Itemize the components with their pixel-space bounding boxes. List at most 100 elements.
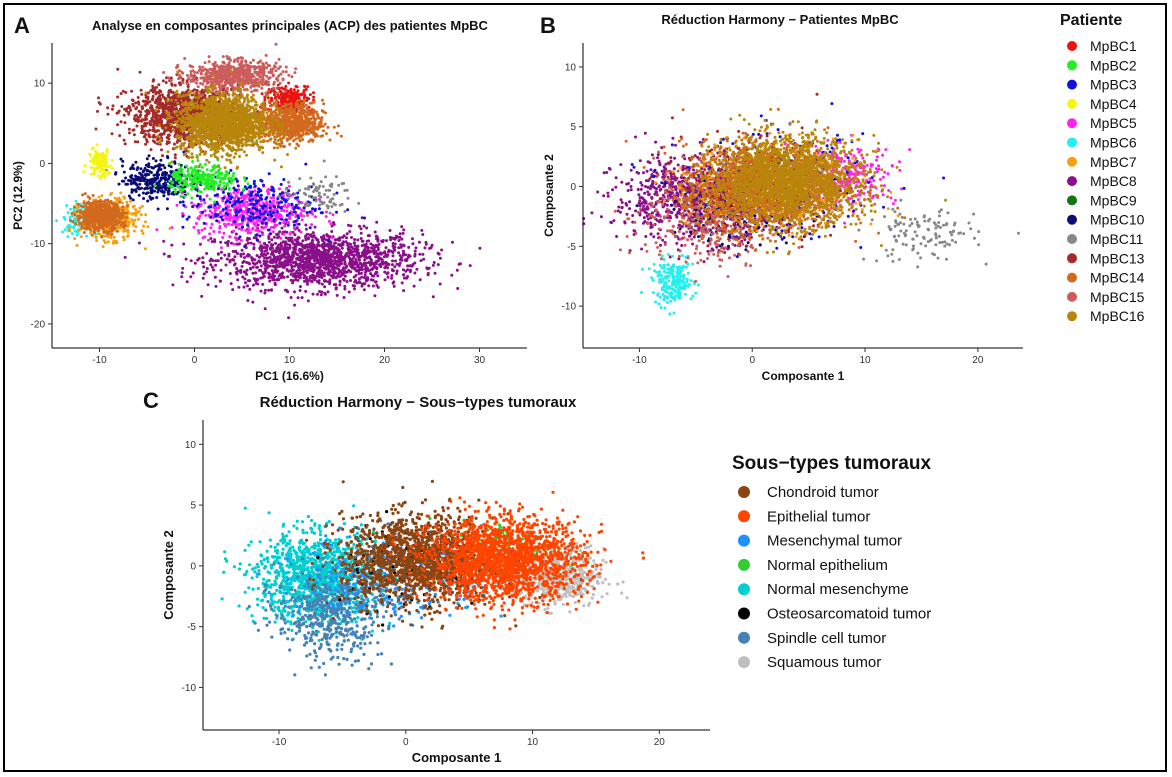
point xyxy=(154,178,157,182)
point xyxy=(151,177,155,181)
point xyxy=(82,201,86,205)
point xyxy=(236,278,240,282)
point xyxy=(336,254,340,258)
point xyxy=(233,236,237,240)
point xyxy=(164,176,168,180)
point xyxy=(304,260,308,264)
point xyxy=(295,85,299,89)
point xyxy=(220,172,224,175)
point xyxy=(289,269,293,272)
point xyxy=(146,191,150,195)
point xyxy=(83,216,87,220)
point xyxy=(255,208,259,212)
point xyxy=(221,190,225,194)
point xyxy=(214,212,217,216)
point xyxy=(123,255,127,259)
point xyxy=(291,97,295,101)
point xyxy=(165,207,169,211)
point xyxy=(269,232,272,236)
point xyxy=(353,284,357,288)
point xyxy=(304,238,308,242)
point xyxy=(306,85,310,89)
point xyxy=(348,230,352,233)
point xyxy=(200,228,204,232)
point xyxy=(256,190,260,194)
point xyxy=(284,187,288,191)
point xyxy=(248,287,252,291)
point xyxy=(235,238,239,242)
point xyxy=(276,257,280,261)
point xyxy=(342,296,346,299)
point xyxy=(225,257,229,261)
point xyxy=(421,233,425,236)
point xyxy=(101,203,105,207)
point xyxy=(310,255,314,259)
point xyxy=(203,187,207,191)
point xyxy=(121,89,125,93)
point xyxy=(407,245,411,249)
point xyxy=(151,166,155,170)
point xyxy=(104,223,108,227)
point xyxy=(292,88,296,92)
point xyxy=(409,268,413,272)
point xyxy=(304,162,308,166)
point xyxy=(384,246,388,250)
point xyxy=(297,236,301,240)
point xyxy=(219,215,223,219)
point xyxy=(357,201,361,205)
point xyxy=(468,264,472,268)
point xyxy=(138,182,142,186)
point xyxy=(217,252,220,256)
point xyxy=(120,105,124,108)
point xyxy=(97,214,101,218)
point xyxy=(324,188,328,192)
point xyxy=(73,213,77,217)
point xyxy=(359,231,363,235)
point xyxy=(144,247,147,251)
point xyxy=(263,307,267,311)
point xyxy=(93,231,97,235)
point xyxy=(345,232,349,236)
point xyxy=(151,196,155,200)
point xyxy=(289,263,293,267)
point xyxy=(322,258,326,262)
point xyxy=(325,264,328,268)
point xyxy=(245,194,249,198)
point xyxy=(254,281,258,285)
point xyxy=(129,179,133,183)
point xyxy=(273,225,277,229)
point xyxy=(172,142,176,146)
point xyxy=(253,189,257,193)
point xyxy=(131,181,135,185)
point xyxy=(397,246,401,250)
point xyxy=(348,252,352,255)
point xyxy=(362,262,366,266)
point xyxy=(252,242,256,246)
point xyxy=(326,195,330,199)
point xyxy=(289,255,293,259)
point xyxy=(391,251,395,254)
point xyxy=(324,238,328,242)
point xyxy=(93,154,97,157)
point xyxy=(189,275,193,279)
point xyxy=(222,196,226,200)
point xyxy=(224,216,228,220)
point xyxy=(285,268,289,272)
point xyxy=(312,243,316,247)
point xyxy=(182,187,186,191)
point xyxy=(304,275,308,279)
point xyxy=(297,222,301,226)
point xyxy=(208,183,212,187)
point xyxy=(340,246,344,250)
point xyxy=(74,222,78,226)
point xyxy=(249,241,253,245)
point xyxy=(333,241,337,245)
point xyxy=(114,172,117,176)
point xyxy=(308,93,312,97)
point xyxy=(126,230,130,234)
point xyxy=(408,264,411,268)
point xyxy=(259,178,263,182)
point xyxy=(209,169,213,173)
point xyxy=(234,225,238,229)
point xyxy=(236,184,240,188)
